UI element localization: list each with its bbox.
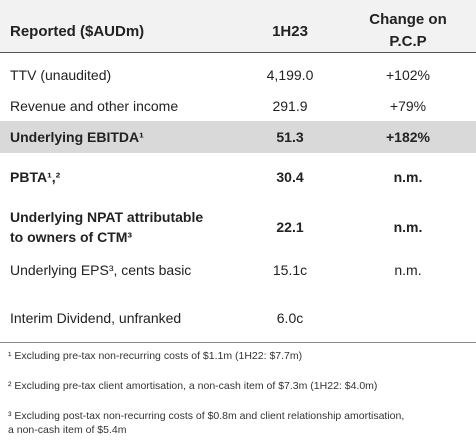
row-label: Revenue and other income [10, 98, 179, 114]
row-change: n.m. [393, 219, 423, 235]
footnote: ³ Excluding post-tax non-recurring costs… [8, 410, 405, 422]
footnote: ¹ Excluding pre-tax non-recurring costs … [8, 350, 303, 362]
header-change: P.C.P [389, 33, 427, 50]
row-label: Underlying NPAT attributable [10, 209, 204, 225]
row-value: 4,199.0 [266, 67, 314, 83]
row-change: +79% [389, 98, 427, 114]
row-change: n.m. [394, 262, 422, 278]
footnote: ² Excluding pre-tax client amortisation,… [8, 380, 378, 392]
row-value: 15.1c [272, 262, 308, 278]
footnote: a non-cash item of $5.4m [8, 424, 127, 436]
header-label: Reported ($AUDm) [10, 23, 145, 40]
row-highlight [0, 121, 476, 153]
header-change: Change on [369, 11, 447, 28]
row-change: +102% [386, 67, 430, 83]
row-label: Underlying EBITDA¹ [10, 129, 144, 145]
row-value: 291.9 [272, 98, 308, 114]
row-change: n.m. [393, 169, 423, 185]
row-label: TTV (unaudited) [10, 67, 112, 83]
row-value: 51.3 [276, 129, 304, 145]
row-label: to owners of CTM³ [10, 229, 133, 245]
header-background [0, 0, 476, 52]
row-label: PBTA¹,² [10, 169, 61, 185]
table-bottom-rule [0, 342, 476, 343]
row-label: Underlying EPS³, cents basic [10, 262, 192, 278]
row-value: 30.4 [276, 169, 304, 185]
header-value: 1H23 [272, 23, 308, 40]
header-rule [0, 52, 476, 53]
row-label: Interim Dividend, unfranked [10, 310, 182, 326]
row-value: 6.0c [276, 310, 304, 326]
row-change: +182% [386, 129, 430, 145]
row-value: 22.1 [276, 219, 304, 235]
